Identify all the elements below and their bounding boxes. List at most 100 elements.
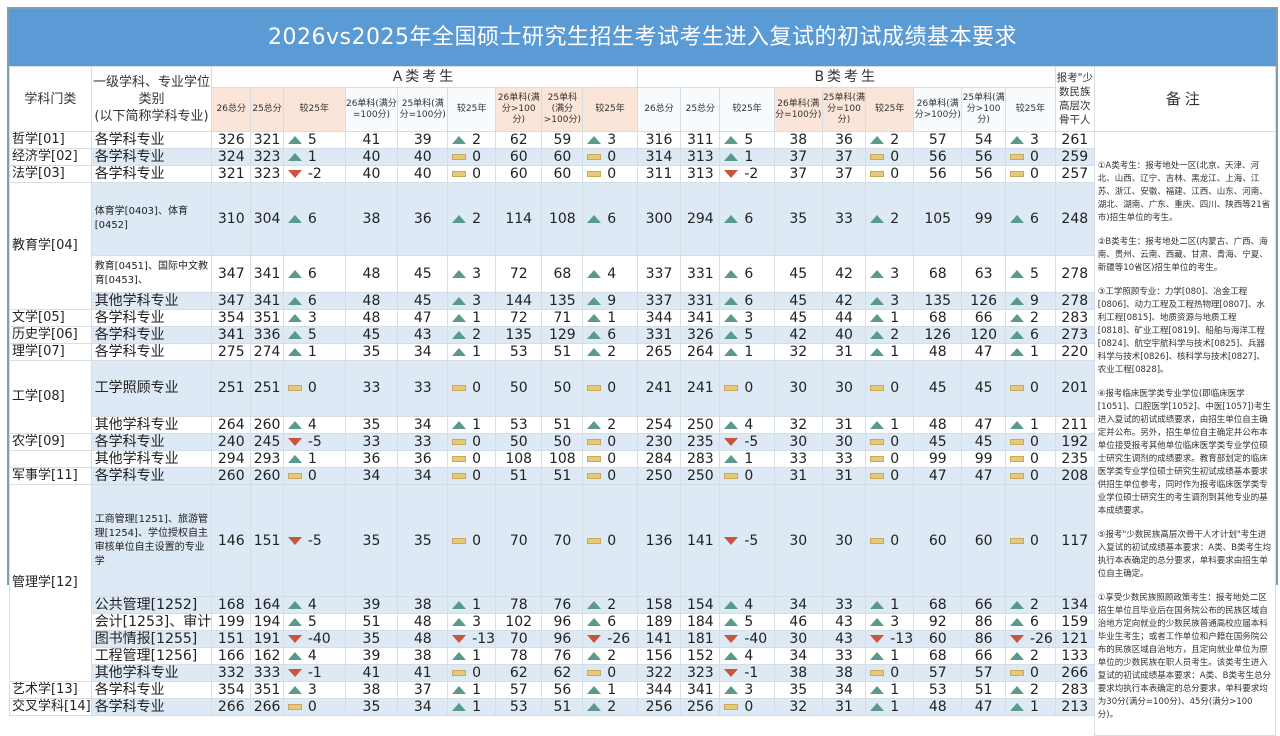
a-value-cell: 347: [211, 291, 252, 310]
b-change-cell: 0: [865, 359, 915, 418]
b-value-cell: 86: [961, 630, 1006, 648]
b-change-cell: 4: [719, 647, 775, 665]
change-value: 0: [890, 166, 900, 182]
b-value-cell: 105: [913, 182, 963, 256]
flat-bar-icon: [1009, 537, 1024, 544]
up-triangle-icon: [287, 601, 302, 609]
up-triangle-icon: [1009, 296, 1024, 305]
b-value-cell: 45: [961, 359, 1006, 418]
b-value-cell: 42: [821, 254, 867, 293]
major-cell: 其他学科专业: [90, 450, 213, 469]
up-triangle-icon: [287, 313, 302, 322]
up-triangle-icon: [287, 652, 302, 660]
a-change-cell: 5: [282, 131, 346, 149]
empty-cell: [914, 716, 962, 736]
b-value-cell: 45: [961, 433, 1006, 452]
category-cell: 历史学[06]: [9, 325, 92, 344]
b-change-cell: 0: [1004, 450, 1056, 469]
change-value: 3: [1029, 132, 1039, 148]
a-value-cell: 251: [211, 359, 252, 418]
b-value-cell: 326: [680, 325, 721, 344]
a-value-cell: 260: [211, 467, 252, 486]
b-value-cell: 60: [913, 630, 963, 648]
up-triangle-icon: [587, 296, 602, 305]
header-b-col-5: 较25年: [865, 87, 915, 132]
b-value-cell: 331: [680, 291, 721, 310]
a-change-cell: -5: [282, 484, 346, 597]
a-value-cell: 151: [250, 484, 284, 597]
a-change-cell: 0: [582, 467, 638, 486]
a-value-cell: 102: [495, 613, 543, 631]
up-triangle-icon: [587, 269, 602, 278]
change-value: 0: [1029, 149, 1039, 165]
b-change-cell: 2: [1004, 308, 1056, 327]
header-a-col-1: 25总分: [250, 87, 284, 132]
down-triangle-icon: [287, 635, 302, 643]
a-value-cell: 53: [495, 342, 543, 361]
b-value-cell: 99: [961, 182, 1006, 256]
b-value-cell: 33: [821, 647, 867, 665]
b-value-cell: 33: [821, 596, 867, 614]
change-value: 2: [1029, 597, 1039, 613]
b-value-cell: 33: [821, 182, 867, 256]
flat-bar-icon: [870, 385, 885, 392]
b-change-cell: 0: [1004, 165, 1056, 183]
a-value-cell: 336: [250, 325, 284, 344]
b-change-cell: -1: [719, 664, 775, 682]
b-value-cell: 31: [821, 698, 867, 716]
a-value-cell: 304: [250, 182, 284, 256]
change-value: -5: [744, 532, 759, 549]
a-value-cell: 57: [495, 681, 543, 699]
b-value-cell: 31: [773, 467, 823, 486]
down-triangle-icon: [724, 536, 739, 545]
b-value-cell: 256: [636, 698, 682, 716]
up-triangle-icon: [724, 652, 739, 660]
b-value-cell: 38: [773, 664, 823, 682]
b-value-cell: 30: [773, 630, 823, 648]
b-value-cell: 316: [636, 131, 682, 149]
header-a-col-8: 较25年: [582, 87, 638, 132]
flat-bar-icon: [587, 670, 602, 676]
b-value-cell: 152: [680, 647, 721, 665]
b-change-cell: 1: [719, 342, 775, 361]
b-value-cell: 331: [680, 254, 721, 293]
b-change-cell: 1: [1004, 416, 1056, 435]
a-value-cell: 34: [397, 698, 449, 716]
b-change-cell: 2: [865, 131, 915, 149]
b-value-cell: 331: [636, 325, 682, 344]
b-change-cell: 4: [719, 596, 775, 614]
b-value-cell: 126: [913, 325, 963, 344]
up-triangle-icon: [452, 686, 467, 694]
up-triangle-icon: [724, 296, 739, 305]
b-change-cell: 2: [1004, 596, 1056, 614]
change-value: 2: [1029, 682, 1039, 698]
a-value-cell: 62: [541, 664, 584, 682]
change-value: 1: [307, 343, 317, 360]
a-value-cell: 275: [211, 342, 252, 361]
change-value: 0: [1029, 468, 1039, 485]
minority-score-cell: 283: [1054, 681, 1095, 699]
table-row: 工程管理[1256] 166 162 4 39 38 1 78 76 2 156 152 4 34 33 1 6…: [10, 647, 1276, 665]
table-row: 历史学[06] 各学科专业 341 336 5 45 43 2 135 129 6 331 326 5 42…: [9, 325, 1276, 344]
major-cell: 各学科专业: [90, 433, 213, 452]
a-value-cell: 326: [211, 131, 252, 149]
b-change-cell: 1: [865, 308, 915, 327]
a-value-cell: 260: [250, 416, 284, 435]
a-change-cell: 0: [582, 450, 638, 469]
change-value: 1: [472, 682, 482, 698]
b-value-cell: 60: [961, 484, 1006, 597]
b-value-cell: 34: [773, 596, 823, 614]
up-triangle-icon: [870, 313, 885, 322]
empty-cell: [448, 716, 496, 736]
b-value-cell: 45: [773, 254, 823, 293]
up-triangle-icon: [452, 214, 467, 223]
b-value-cell: 120: [961, 325, 1006, 344]
a-change-cell: 3: [282, 308, 346, 327]
change-value: 1: [472, 343, 482, 360]
empty-cell: [822, 716, 865, 736]
change-value: -26: [1029, 631, 1053, 647]
a-value-cell: 59: [541, 131, 584, 149]
change-value: 1: [890, 343, 900, 360]
table-row: 其他学科专业 347 341 6 48 45 3 144 135 9 337 331 6 45 42 3 135…: [10, 291, 1276, 310]
score-table-frame: 2026vs2025年全国硕士研究生招生考试考生进入复试的初试成绩基本要求 学科…: [7, 7, 1278, 736]
